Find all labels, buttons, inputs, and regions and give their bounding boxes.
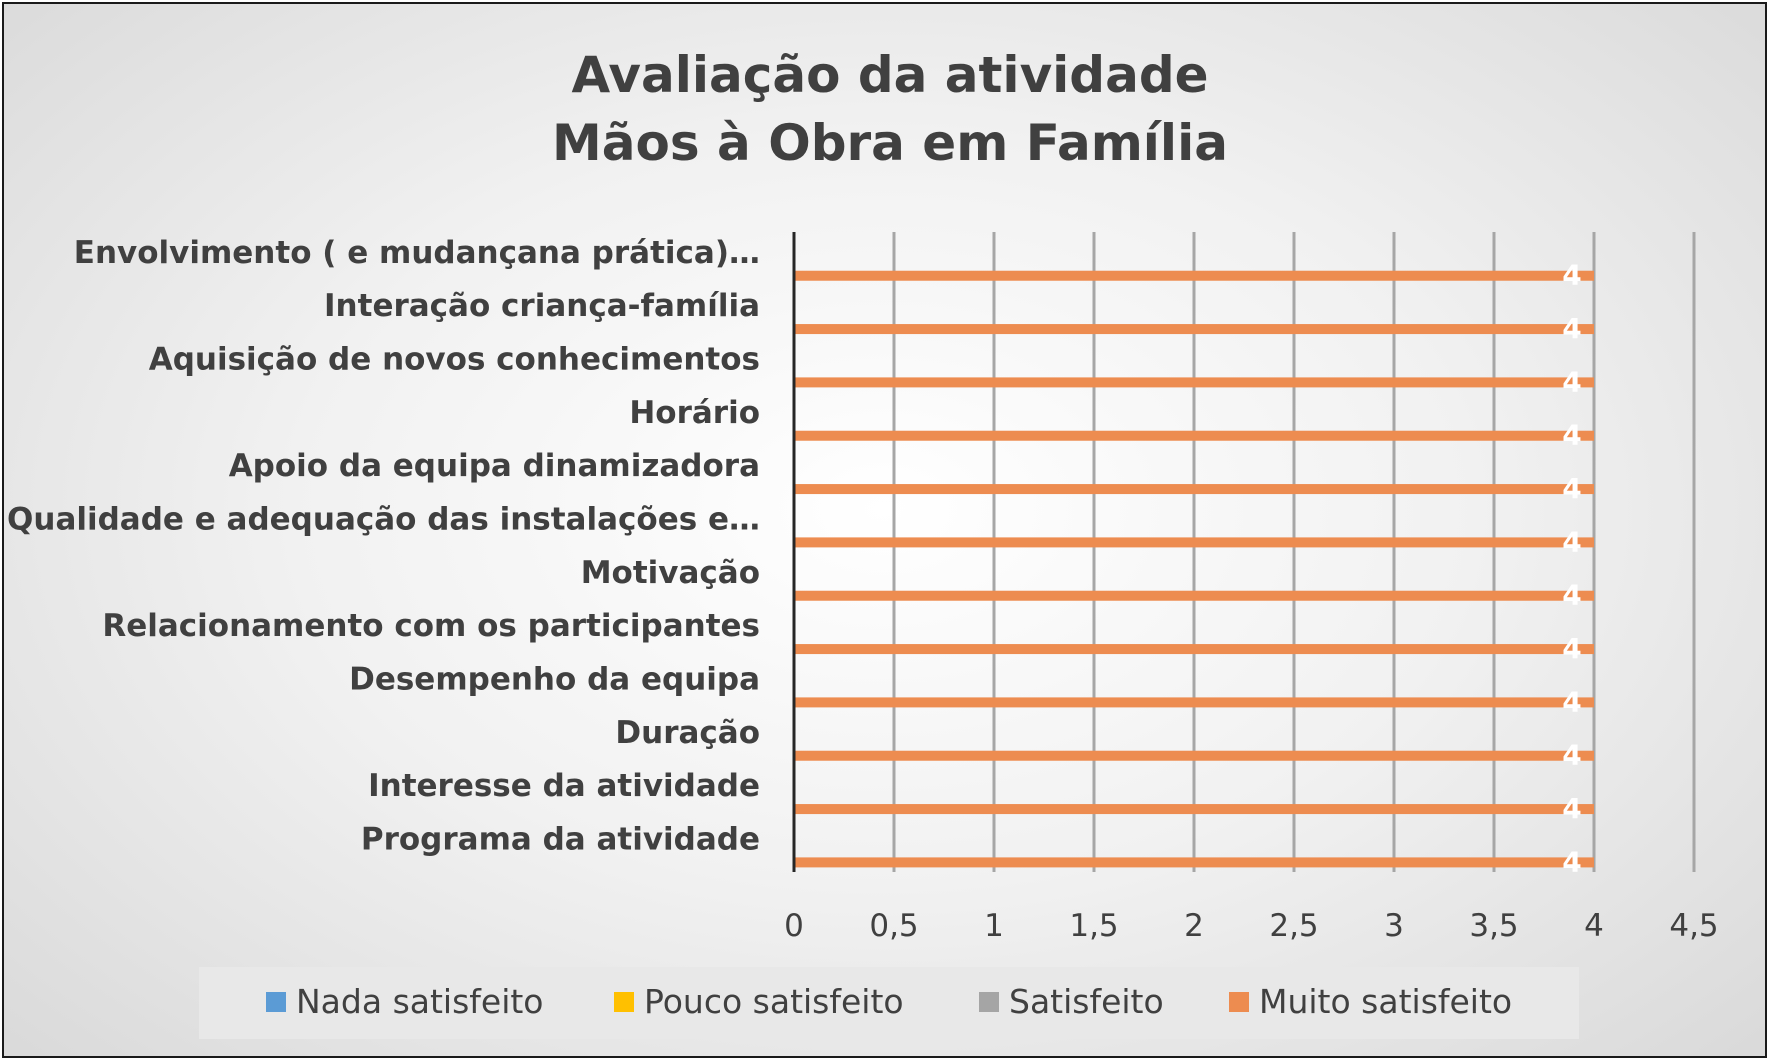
- legend: Nada satisfeito Pouco satisfeito Satisfeit…: [266, 982, 1512, 1021]
- category-labels: Envolvimento ( e mudançana prática)… Inte…: [7, 235, 760, 858]
- data-label: 4: [1562, 525, 1581, 558]
- data-label: 4: [1562, 739, 1581, 772]
- x-tick-label: 1: [984, 908, 1004, 944]
- legend-swatch: [614, 992, 634, 1012]
- x-tick-label: 0: [784, 908, 804, 944]
- legend-label: Satisfeito: [1009, 982, 1164, 1021]
- bar-3-8: [794, 697, 1594, 708]
- data-label: 4: [1562, 632, 1581, 665]
- category-label: Horário: [629, 395, 760, 431]
- category-label: Desempenho da equipa: [349, 662, 760, 698]
- data-label: 4: [1562, 579, 1581, 612]
- data-label: 4: [1562, 365, 1581, 398]
- bar-3-7: [794, 644, 1594, 655]
- x-tick-labels: 0 0,5 1 1,5 2 2,5 3 3,5 4 4,5: [784, 908, 1719, 944]
- legend-label: Pouco satisfeito: [644, 982, 904, 1021]
- data-label: 4: [1562, 845, 1581, 878]
- x-tick-label: 3: [1384, 908, 1404, 944]
- chart-title-line-1: Avaliação da atividade: [571, 46, 1208, 104]
- x-tick-label: 4: [1584, 908, 1604, 944]
- category-label: Motivação: [581, 555, 760, 591]
- category-label: Qualidade e adequação das instalações e…: [7, 502, 760, 538]
- data-label: 4: [1562, 685, 1581, 718]
- bar-3-6: [794, 590, 1594, 601]
- x-tick-label: 2: [1184, 908, 1204, 944]
- category-label: Envolvimento ( e mudançana prática)…: [74, 235, 760, 271]
- category-label: Apoio da equipa dinamizadora: [229, 448, 760, 484]
- category-label: Interesse da atividade: [368, 768, 760, 804]
- data-label: 4: [1562, 792, 1581, 825]
- bar-3-11: [794, 857, 1594, 868]
- chart-title-line-2: Mãos à Obra em Família: [552, 114, 1228, 172]
- bar-3-10: [794, 804, 1594, 815]
- bar-3-3: [794, 430, 1594, 441]
- category-label: Relacionamento com os participantes: [102, 608, 760, 644]
- bar-3-1: [794, 324, 1594, 335]
- x-tick-label: 2,5: [1269, 908, 1318, 944]
- legend-swatch: [266, 992, 286, 1012]
- data-label: 4: [1562, 312, 1581, 345]
- x-tick-label: 3,5: [1469, 908, 1518, 944]
- legend-label: Nada satisfeito: [296, 982, 544, 1021]
- bar-3-0: [794, 270, 1594, 281]
- legend-swatch: [979, 992, 999, 1012]
- data-label: 4: [1562, 259, 1581, 292]
- category-label: Duração: [615, 715, 760, 751]
- category-label: Interação criança-família: [324, 288, 760, 324]
- bar-3-5: [794, 537, 1594, 548]
- data-label: 4: [1562, 419, 1581, 452]
- legend-box: [199, 967, 1579, 1039]
- data-label: 4: [1562, 472, 1581, 505]
- x-tick-label: 0,5: [869, 908, 918, 944]
- chart-svg: Avaliação da atividade Mãos à Obra em Fa…: [7, 46, 1719, 1039]
- bar-3-2: [794, 377, 1594, 388]
- bars: [794, 270, 1594, 868]
- category-label: Programa da atividade: [361, 822, 760, 858]
- legend-label: Muito satisfeito: [1259, 982, 1512, 1021]
- x-tick-label: 4,5: [1669, 908, 1718, 944]
- x-tick-label: 1,5: [1069, 908, 1118, 944]
- data-labels: 4 4 4 4 4 4 4 4 4 4 4 4: [1562, 259, 1581, 879]
- category-label: Aquisição de novos conhecimentos: [149, 342, 760, 378]
- bar-3-4: [794, 484, 1594, 495]
- legend-swatch: [1229, 992, 1249, 1012]
- bar-3-9: [794, 750, 1594, 761]
- gridlines: [892, 232, 1696, 872]
